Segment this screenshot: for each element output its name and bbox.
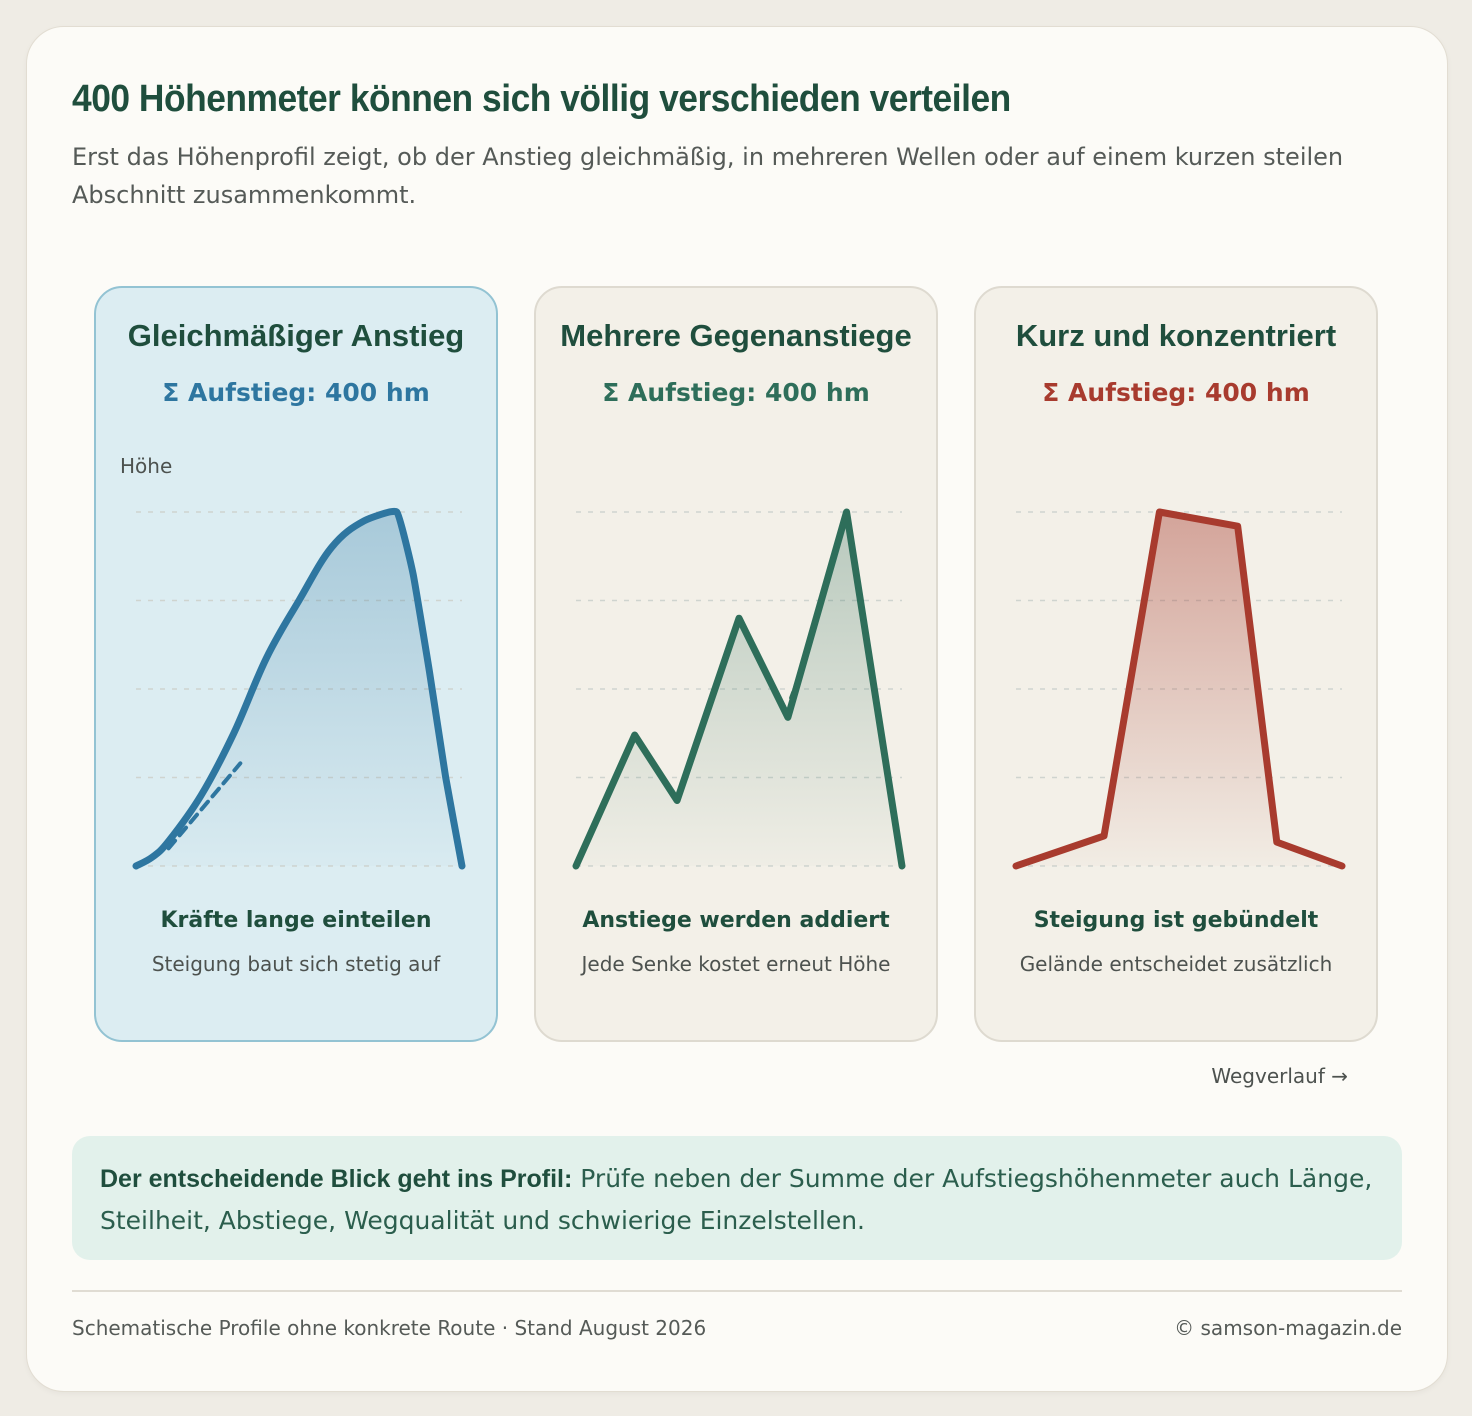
profile-area-fill: [1016, 512, 1342, 866]
panel-title: Kurz und konzentriert: [1015, 318, 1337, 353]
slope-hint-dashed: [789, 651, 810, 700]
panel-title: Mehrere Gegenanstiege: [560, 318, 912, 353]
slope-hint-dashed: [166, 761, 243, 851]
panel-caption: Steigung ist gebündelt: [1033, 908, 1319, 933]
footer-source-note: Schematische Profile ohne konkrete Route…: [72, 1316, 707, 1340]
profile-area-fill: [576, 512, 902, 866]
panel-total-ascent: Σ Aufstieg: 400 hm: [162, 378, 430, 407]
elevation-profile-chart: [132, 507, 466, 870]
panel-caption: Kräfte lange einteilen: [160, 908, 432, 933]
profile-panel-gegenanstiege: Mehrere Gegenanstiege Σ Aufstieg: 400 hm…: [534, 286, 938, 1042]
footer-copyright: © samson-magazin.de: [1174, 1316, 1402, 1340]
y-axis-label: Höhe: [120, 454, 173, 478]
panel-note: Steigung baut sich stetig auf: [151, 952, 441, 976]
page-subtitle: Erst das Höhenprofil zeigt, ob der Ansti…: [72, 143, 1344, 209]
profile-area-fill: [136, 511, 462, 866]
profile-line: [132, 507, 466, 870]
elevation-profile-chart: [572, 508, 906, 870]
panel-note: Gelände entscheidet zusätzlich: [1019, 952, 1333, 976]
panel-caption: Anstiege werden addiert: [582, 908, 890, 933]
info-callout: Der entscheidende Blick geht ins Profil:…: [72, 1136, 1402, 1260]
callout-text: Prüfe neben der Summe der Aufstiegshöhen…: [100, 1164, 1373, 1235]
callout-lead: Der entscheidende Blick geht ins Profil:: [100, 1165, 573, 1193]
profile-line: [1012, 508, 1346, 870]
profile-line: [572, 508, 906, 870]
panel-total-ascent: Σ Aufstieg: 400 hm: [602, 378, 870, 407]
x-axis-label: Wegverlauf →: [1211, 1064, 1348, 1088]
profile-panel-konzentriert: Kurz und konzentriert Σ Aufstieg: 400 hm…: [974, 286, 1378, 1042]
page-title: 400 Höhenmeter können sich völlig versch…: [72, 78, 1011, 120]
panel-title: Gleichmäßiger Anstieg: [127, 318, 465, 353]
panel-total-ascent: Σ Aufstieg: 400 hm: [1042, 378, 1310, 407]
panel-note: Jede Senke kostet erneut Höhe: [581, 952, 891, 976]
profile-panel-gleichmaessig: Gleichmäßiger Anstieg Σ Aufstieg: 400 hm…: [94, 286, 498, 1042]
footer-divider: [72, 1290, 1402, 1292]
elevation-profile-chart: [1012, 508, 1346, 870]
